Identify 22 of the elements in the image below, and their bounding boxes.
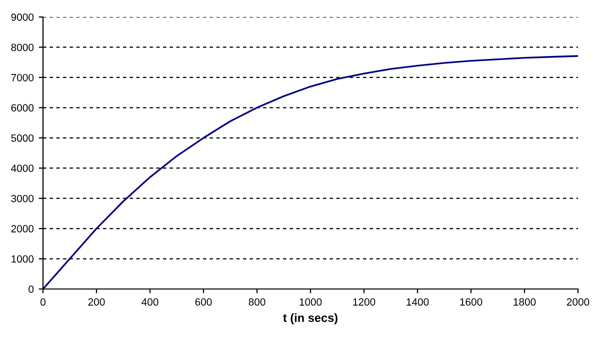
y-tick-label: 1000	[12, 255, 34, 263]
y-tick-label: 8000	[11, 44, 34, 52]
x-tick-label: 600	[195, 298, 212, 306]
x-tick-label: 1400	[406, 298, 429, 306]
y-tick-label: 5000	[11, 134, 34, 142]
y-tick-label: 7000	[11, 74, 34, 82]
x-axis-title: t (in secs)	[283, 313, 338, 324]
x-tick-label: 1800	[514, 298, 536, 306]
x-tick-label: 1000	[300, 298, 322, 306]
y-tick-label: 9000	[11, 14, 34, 21]
x-tick-label: 2000	[566, 298, 590, 306]
y-tick-label: 2000	[11, 225, 34, 232]
x-tick-label: 1600	[460, 298, 482, 306]
x-tick-label: 0	[40, 298, 46, 306]
x-tick-label: 1200	[353, 298, 376, 306]
y-tick-label: 4000	[11, 164, 34, 172]
x-tick-label: 400	[142, 298, 158, 306]
y-tick-label: 6000	[11, 104, 34, 112]
x-tick-label: 800	[248, 298, 266, 306]
x-tick-label: 200	[88, 298, 105, 306]
y-tick-label: 0	[28, 286, 34, 293]
y-tick-label: 3000	[11, 194, 34, 202]
